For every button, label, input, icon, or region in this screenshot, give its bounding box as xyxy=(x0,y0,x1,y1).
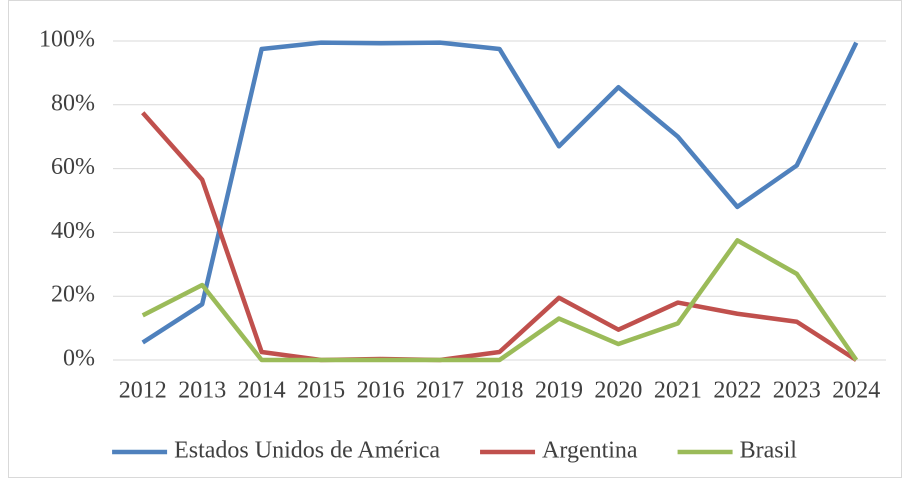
x-tick-label: 2024 xyxy=(832,378,880,404)
series-line xyxy=(141,238,859,363)
series-line xyxy=(141,111,858,363)
x-tick-label: 2019 xyxy=(535,378,583,404)
x-tick-label: 2016 xyxy=(357,378,405,404)
x-tick-label: 2018 xyxy=(476,378,524,404)
legend-label: Brasil xyxy=(740,438,798,464)
x-tick-label: 2022 xyxy=(713,378,761,404)
y-tick-label: 60% xyxy=(51,154,95,180)
x-tick-label: 2014 xyxy=(238,378,286,404)
x-tick-label: 2020 xyxy=(594,378,642,404)
legend-label: Argentina xyxy=(542,438,638,464)
legend-label: Estados Unidos de América xyxy=(174,438,440,464)
x-tick-label: 2021 xyxy=(654,378,702,404)
y-tick-label: 100% xyxy=(39,27,95,53)
y-tick-label: 80% xyxy=(51,90,95,116)
y-tick-label: 0% xyxy=(63,346,95,372)
y-tick-label: 20% xyxy=(51,282,95,308)
x-tick-label: 2017 xyxy=(416,378,464,404)
x-tick-label: 2015 xyxy=(297,378,345,404)
x-tick-label: 2012 xyxy=(119,378,167,404)
y-tick-label: 40% xyxy=(51,218,95,244)
x-tick-label: 2023 xyxy=(773,378,821,404)
series-line xyxy=(141,40,859,345)
x-tick-label: 2013 xyxy=(178,378,226,404)
chart-border xyxy=(8,0,902,478)
